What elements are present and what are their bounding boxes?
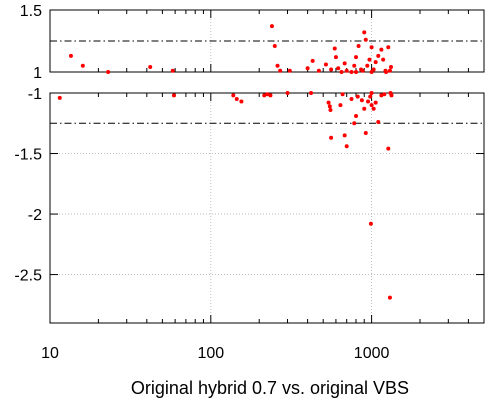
- data-point: [268, 93, 273, 98]
- data-point: [171, 93, 176, 98]
- data-point: [344, 68, 349, 73]
- data-point: [363, 130, 368, 135]
- upper-panel-frame: [49, 9, 485, 73]
- data-point: [262, 93, 267, 98]
- x-tick-label: 10: [41, 345, 59, 362]
- data-point: [369, 70, 374, 74]
- data-point: [339, 70, 344, 74]
- x-tick-label: 1000: [354, 345, 390, 362]
- data-point: [328, 107, 333, 112]
- data-point: [368, 94, 373, 99]
- data-point: [388, 65, 393, 70]
- data-point: [356, 43, 361, 48]
- x-tick-label: 100: [197, 345, 224, 362]
- data-point: [57, 95, 62, 100]
- data-point: [265, 92, 270, 97]
- data-point: [332, 46, 337, 51]
- data-point: [170, 68, 175, 73]
- data-point: [386, 146, 391, 151]
- data-point: [389, 93, 394, 98]
- data-point: [352, 121, 357, 126]
- data-point: [278, 68, 283, 73]
- data-point: [342, 133, 347, 138]
- data-point: [329, 135, 334, 140]
- data-point: [231, 93, 236, 98]
- data-point: [369, 103, 374, 108]
- tick-labels: 1.5 1 -1 -1.5 -2 -2.5 10 100 1000: [14, 3, 389, 362]
- data-point: [384, 70, 389, 74]
- data-point: [329, 67, 334, 72]
- data-point: [369, 45, 374, 50]
- data-point: [344, 144, 349, 149]
- lower-panel-frame: [49, 92, 485, 324]
- data-point: [381, 57, 386, 62]
- data-point: [376, 120, 381, 125]
- plot-frames: [49, 9, 485, 324]
- data-point: [275, 63, 280, 68]
- data-point: [326, 100, 331, 105]
- data-point: [365, 63, 370, 68]
- data-point: [323, 62, 328, 67]
- data-point: [369, 91, 374, 95]
- data-point: [80, 63, 85, 68]
- data-point: [316, 68, 321, 73]
- x-axis-label: Original hybrid 0.7 vs. original VBS: [131, 378, 409, 398]
- data-point: [305, 66, 310, 71]
- data-point: [363, 37, 368, 42]
- data-point: [382, 92, 387, 97]
- data-point: [106, 70, 111, 74]
- y-tick-label: -1: [28, 86, 42, 103]
- data-point: [272, 43, 277, 48]
- data-point: [373, 100, 378, 105]
- data-point: [352, 63, 357, 68]
- data-point: [371, 106, 376, 111]
- y-tick-label: -2: [28, 207, 42, 224]
- data-point: [349, 97, 354, 102]
- data-point: [354, 55, 359, 60]
- data-point: [148, 65, 153, 70]
- data-point: [338, 103, 343, 108]
- data-point: [342, 61, 347, 66]
- data-point: [354, 70, 359, 74]
- data-point: [373, 60, 378, 65]
- data-point: [333, 55, 338, 60]
- data-point: [360, 68, 365, 73]
- data-point: [354, 114, 359, 118]
- data-point: [379, 47, 384, 52]
- data-point: [368, 221, 373, 226]
- data-point: [234, 97, 239, 102]
- data-point: [359, 98, 364, 103]
- data-point: [68, 53, 73, 58]
- data-point: [340, 92, 345, 97]
- data-point: [327, 104, 332, 109]
- reference-lines: [50, 40, 484, 124]
- data-point: [362, 106, 367, 111]
- data-point: [386, 45, 391, 50]
- data-point: [336, 66, 341, 71]
- data-point: [376, 53, 381, 58]
- data-point: [349, 70, 354, 74]
- data-point: [355, 94, 360, 99]
- data-point: [362, 30, 367, 35]
- data-point: [285, 91, 290, 95]
- data-point: [310, 58, 315, 63]
- data-points: [57, 24, 394, 300]
- data-point: [309, 91, 314, 95]
- data-point: [287, 68, 292, 73]
- y-tick-label: -2.5: [14, 268, 42, 285]
- data-point: [387, 295, 392, 300]
- data-point: [239, 99, 244, 104]
- y-tick-label: -1.5: [14, 147, 42, 164]
- y-tick-label: 1.5: [20, 3, 42, 20]
- data-point: [367, 57, 372, 62]
- y-tick-label: 1: [33, 65, 42, 82]
- data-point: [366, 99, 371, 104]
- data-point: [269, 24, 274, 29]
- grid-layer: [49, 9, 484, 323]
- data-point: [387, 68, 392, 73]
